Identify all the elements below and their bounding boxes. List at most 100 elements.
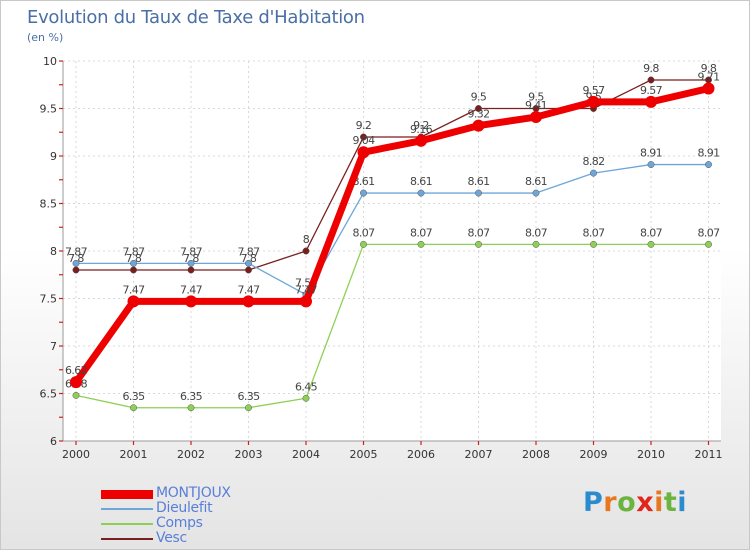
data-point-montjoux: [472, 119, 485, 132]
data-point-dieulefit: [475, 189, 482, 197]
data-label-vesc: 7.8: [126, 252, 142, 265]
data-label-comps: 6.35: [237, 390, 260, 403]
data-point-dieulefit: [72, 259, 80, 267]
y-tick-label: 10: [43, 55, 57, 68]
legend-label-comps: Comps: [156, 515, 203, 531]
data-point-vesc: [130, 266, 137, 274]
data-label-montjoux: 9.41: [525, 99, 547, 112]
data-point-comps: [72, 391, 80, 399]
data-point-vesc: [245, 266, 252, 274]
y-tick-label: 7: [50, 340, 57, 353]
data-label-montjoux: 6.62: [65, 364, 87, 377]
data-point-montjoux: [645, 95, 657, 108]
data-label-dieulefit: 8.82: [582, 155, 604, 168]
logo-letter: x: [636, 487, 655, 518]
data-point-comps: [475, 240, 482, 248]
logo-letter: i: [654, 487, 664, 518]
x-tick-label: 2003: [235, 448, 263, 461]
data-label-dieulefit: 8.91: [697, 147, 719, 160]
logo-letter: t: [663, 487, 678, 518]
proxiti-logo: Proxiti: [583, 487, 687, 518]
data-label-comps: 6.35: [180, 390, 203, 403]
data-point-vesc: [475, 105, 482, 112]
logo-letter: i: [677, 487, 688, 518]
data-point-montjoux: [70, 376, 82, 389]
x-tick-label: 2001: [120, 448, 148, 461]
data-label-montjoux: 7.47: [180, 283, 203, 296]
data-label-comps: 8.07: [467, 226, 490, 239]
data-label-comps: 8.07: [640, 226, 663, 239]
y-tick-label: 6: [50, 435, 57, 448]
data-label-montjoux: 9.04: [352, 134, 375, 147]
data-label-montjoux: 9.32: [467, 108, 489, 121]
data-point-vesc: [302, 247, 310, 255]
series-montjoux: 6.627.47 7.47 7.47 7.479.049.169.329.419.57…: [65, 71, 720, 389]
x-tick-label: 2009: [580, 448, 608, 461]
data-point-montjoux: [415, 134, 427, 147]
series-line-comps: [75, 243, 710, 409]
x-tick-label: 2000: [62, 448, 90, 461]
data-label-dieulefit: 7.87: [180, 245, 203, 258]
logo-letter: P: [583, 487, 604, 518]
y-tick-label: 8.5: [40, 198, 58, 211]
data-point-dieulefit: [647, 161, 655, 169]
data-point-dieulefit: [245, 259, 252, 267]
x-tick-label: 2008: [522, 448, 550, 461]
series-line-montjoux: [72, 85, 712, 386]
data-label-comps: 8.07: [525, 226, 548, 239]
data-label-montjoux: 9.57: [640, 84, 663, 97]
data-point-comps: [647, 240, 655, 248]
chart-title: Evolution du Taux de Taxe d'Habitation: [27, 7, 365, 28]
data-point-vesc: [647, 76, 655, 84]
legend-label-montjoux: MONTJOUX: [156, 485, 231, 501]
data-point-montjoux: [530, 111, 542, 124]
data-label-montjoux: 7.47: [237, 283, 260, 296]
legend-swatch-montjoux: [101, 489, 153, 499]
data-point-vesc: [187, 266, 195, 274]
data-point-comps: [130, 404, 137, 412]
y-tick-label: 7.5: [40, 293, 58, 306]
series-dieulefit: 7.87 7.87 7.87 7.877.548.61 8.61 8.61 8.618.82…: [65, 147, 720, 299]
data-point-dieulefit: [187, 259, 195, 267]
data-point-montjoux: [242, 295, 255, 308]
data-point-comps: [532, 240, 540, 248]
data-point-dieulefit: [417, 189, 425, 197]
data-label-dieulefit: 7.87: [122, 245, 145, 258]
data-point-comps: [187, 404, 195, 412]
data-point-comps: [360, 240, 367, 248]
data-label-vesc: 7.8: [68, 252, 84, 265]
data-label-comps: 6.45: [295, 380, 318, 393]
y-tick-label: 6.5: [40, 388, 58, 401]
data-point-comps: [705, 240, 712, 248]
y-tick-label: 8: [50, 245, 57, 258]
x-tick-label: 2007: [465, 448, 493, 461]
x-tick-label: 2011: [695, 448, 723, 461]
data-label-vesc: 8: [303, 233, 310, 246]
data-point-comps: [590, 240, 597, 248]
plot-area: [63, 61, 721, 441]
series-comps: 6.486.356.356.356.458.078.078.078.078.07…: [65, 226, 721, 412]
data-label-dieulefit: 8.61: [467, 175, 489, 188]
data-label-vesc: 7.8: [241, 252, 257, 265]
logo-letter: o: [617, 487, 637, 518]
data-label-montjoux: 7.47: [122, 283, 145, 296]
data-point-dieulefit: [590, 169, 597, 177]
data-label-montjoux: 9.71: [697, 71, 719, 84]
x-tick-label: 2002: [177, 448, 205, 461]
data-point-montjoux: [300, 295, 312, 308]
data-label-vesc: 9.2: [356, 119, 372, 132]
data-label-vesc: 9.8: [701, 62, 717, 75]
data-label-vesc: 9.8: [643, 62, 659, 75]
data-point-montjoux: [127, 295, 140, 308]
data-label-vesc: 7.8: [183, 252, 199, 265]
data-label-vesc: 9.5: [471, 91, 487, 104]
data-point-dieulefit: [705, 161, 712, 169]
data-label-comps: 8.07: [697, 226, 720, 239]
data-point-montjoux: [702, 82, 715, 95]
data-point-montjoux: [185, 295, 197, 308]
logo-letter: r: [603, 487, 618, 518]
data-point-comps: [302, 394, 310, 402]
data-point-dieulefit: [130, 259, 137, 267]
legend-swatch-comps: [101, 523, 153, 525]
